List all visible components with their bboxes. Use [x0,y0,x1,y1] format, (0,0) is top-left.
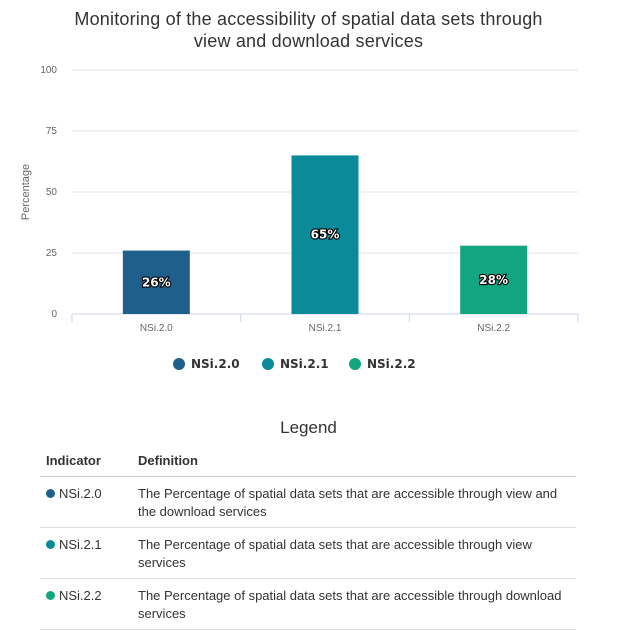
bar [460,245,528,314]
chart-title-line-2: view and download services [193,31,424,51]
y-tick-label: 0 [51,309,57,320]
indicator-name: NSi.2.2 [59,588,102,603]
legend-title: Legend [280,418,337,437]
x-tick-label: NSi.2.2 [477,323,510,334]
indicator-name: NSi.2.1 [59,537,102,552]
chart-title: Monitoring of the accessibility of spati… [0,8,617,52]
chart-title-line-1: Monitoring of the accessibility of spati… [74,9,543,29]
data-label: 26% [142,275,171,289]
data-label: 65% [311,228,340,242]
legend-table-row: NSi.2.0 The Percentage of spatial data s… [40,476,576,528]
bar [122,250,190,314]
indicator-name: NSi.2.0 [59,486,102,501]
legend-item-label: NSi.2.1 [280,357,329,371]
indicator-definition: The Percentage of spatial data sets that… [132,527,576,579]
data-label: 28% [479,273,508,287]
indicator-dot-icon [46,591,55,600]
indicator-header: Indicator [40,447,132,477]
indicator-dot-icon [46,489,55,498]
y-axis-label: Percentage [20,164,32,220]
bar [291,155,359,314]
legend-marker-icon [262,358,274,370]
legend-table-row: NSi.2.1 The Percentage of spatial data s… [40,527,576,579]
definition-header: Definition [132,447,576,477]
bar-chart: 0 25 50 75 100 Percentage 26% NSi.2.0 65% NSi.2.1… [20,65,579,371]
indicator-definition: The Percentage of spatial data sets that… [132,476,576,528]
legend-marker-icon [349,358,361,370]
legend-table: Indicator Definition NSi.2.0 The Percent… [40,447,576,630]
legend-table-row: NSi.2.2 The Percentage of spatial data s… [40,578,576,630]
indicator-dot-icon [46,540,55,549]
legend-marker-icon [173,358,185,370]
x-tick-label: NSi.2.1 [309,323,342,334]
legend-item-label: NSi.2.2 [367,357,416,371]
x-tick-label: NSi.2.0 [140,323,173,334]
y-tick-label: 25 [46,248,58,259]
y-tick-label: 50 [46,187,58,198]
legend-table-header-row: Indicator Definition [40,447,576,477]
indicator-definition: The Percentage of spatial data sets that… [132,578,576,630]
y-tick-label: 100 [40,65,57,76]
legend-item-label: NSi.2.0 [191,357,240,371]
y-tick-label: 75 [46,126,58,137]
